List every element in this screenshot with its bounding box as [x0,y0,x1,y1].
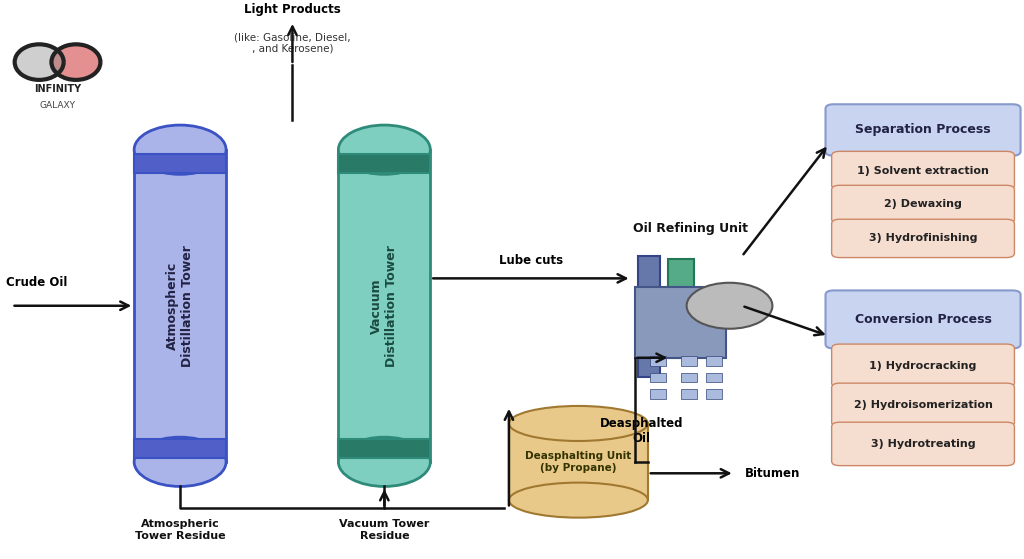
Text: Bitumen: Bitumen [744,467,800,480]
Text: Conversion Process: Conversion Process [855,313,991,326]
Text: Light Products: Light Products [244,3,341,16]
Bar [681,372,697,382]
Circle shape [687,283,772,329]
Bar [650,356,667,366]
Text: (like: Gasoline, Diesel,
, and Kerosene): (like: Gasoline, Diesel, , and Kerosene) [234,32,351,54]
Bar [650,372,667,382]
Text: 1) Hydrocracking: 1) Hydrocracking [869,361,977,371]
FancyBboxPatch shape [338,438,430,458]
Ellipse shape [338,437,430,486]
FancyBboxPatch shape [825,105,1021,156]
Bar [681,356,697,366]
Text: Atmospheric
Distillation Tower: Atmospheric Distillation Tower [166,245,195,367]
FancyBboxPatch shape [831,185,1015,224]
Ellipse shape [338,125,430,174]
Text: Separation Process: Separation Process [855,124,991,136]
Ellipse shape [509,482,648,518]
FancyBboxPatch shape [134,438,226,458]
FancyBboxPatch shape [134,154,226,173]
FancyBboxPatch shape [134,150,226,462]
FancyBboxPatch shape [831,383,1015,427]
Bar [635,287,726,358]
Text: Deasphalted
Oil: Deasphalted Oil [599,418,683,446]
FancyBboxPatch shape [831,344,1015,387]
FancyBboxPatch shape [338,150,430,462]
Bar [638,257,660,377]
Text: Vacuum Tower
Residue: Vacuum Tower Residue [339,519,429,541]
Ellipse shape [134,437,226,486]
FancyBboxPatch shape [831,151,1015,190]
Text: Atmospheric
Tower Residue: Atmospheric Tower Residue [135,519,225,541]
FancyBboxPatch shape [338,154,430,173]
Bar [706,372,722,382]
Text: 2) Hydroisomerization: 2) Hydroisomerization [854,400,992,410]
Bar [706,356,722,366]
Text: 1) Solvent extraction: 1) Solvent extraction [857,165,989,176]
Text: INFINITY: INFINITY [34,84,81,94]
Text: 3) Hydrotreating: 3) Hydrotreating [870,439,975,449]
Bar [706,389,722,399]
FancyBboxPatch shape [825,291,1021,348]
Ellipse shape [15,45,62,79]
Bar [509,424,648,500]
Ellipse shape [52,45,99,79]
Text: 3) Hydrofinishing: 3) Hydrofinishing [868,234,977,243]
Text: Oil Refining Unit: Oil Refining Unit [633,221,749,235]
Text: Vacuum
Distillation Tower: Vacuum Distillation Tower [371,245,398,367]
Text: GALAXY: GALAXY [40,101,76,110]
Bar [650,389,667,399]
Text: Lube cuts: Lube cuts [499,254,563,267]
Text: 2) Dewaxing: 2) Dewaxing [884,200,962,210]
Ellipse shape [134,125,226,174]
Text: Crude Oil: Crude Oil [6,276,68,290]
FancyBboxPatch shape [831,422,1015,466]
FancyBboxPatch shape [831,219,1015,258]
Bar [681,389,697,399]
Ellipse shape [509,406,648,441]
Bar [669,259,694,358]
Text: Deasphalting Unit
(by Propane): Deasphalting Unit (by Propane) [525,451,632,472]
